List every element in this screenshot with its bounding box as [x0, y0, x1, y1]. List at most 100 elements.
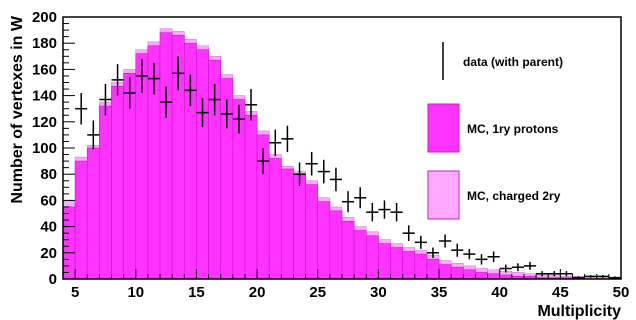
data-point	[232, 104, 245, 134]
data-point	[135, 58, 148, 93]
mc-1ry-protons-bar	[365, 235, 379, 280]
mc-1ry-protons-histogram	[62, 32, 585, 280]
mc-1ry-protons-bar	[402, 251, 416, 280]
data-point	[172, 56, 185, 91]
y-tick-label: 60	[40, 192, 57, 209]
data-point	[257, 148, 270, 175]
legend-swatch-1ry	[427, 103, 460, 153]
y-tick-label: 140	[32, 88, 57, 105]
y-tick-label: 20	[40, 245, 57, 262]
mc-1ry-protons-bar	[390, 247, 403, 280]
y-tick-label: 200	[32, 9, 57, 26]
mc-1ry-protons-bar	[293, 173, 306, 280]
mc-1ry-protons-bar	[99, 105, 112, 280]
mc-1ry-protons-bar	[329, 210, 343, 280]
data-point	[523, 261, 537, 270]
mc-1ry-protons-bar	[62, 206, 76, 280]
data-point	[354, 187, 367, 209]
mc-1ry-protons-bar	[450, 266, 464, 280]
y-tick-label: 120	[32, 114, 57, 131]
data-point	[366, 203, 379, 222]
mc-1ry-protons-bar	[414, 253, 428, 280]
mc-1ry-protons-bar	[196, 49, 209, 280]
data-point	[548, 271, 561, 277]
mc-1ry-protons-bar	[475, 272, 488, 280]
x-tick-label: 50	[613, 284, 630, 301]
x-tick-label: 25	[309, 284, 326, 301]
data-point	[87, 120, 100, 150]
y-tick-label: 80	[40, 166, 57, 183]
data-point	[160, 86, 173, 118]
mc-1ry-protons-bar	[86, 147, 100, 280]
y-tick-label: 0	[49, 271, 57, 288]
y-tick-label: 160	[32, 61, 57, 78]
y-axis: 0 20 40 60 80 100 120 140 160 180 200	[32, 9, 75, 288]
data-point	[426, 247, 440, 259]
data-point	[451, 243, 464, 257]
data-point	[123, 77, 136, 109]
x-axis-title: Multiplicity	[537, 303, 621, 320]
legend-label-2ry: MC, charged 2ry	[467, 189, 561, 203]
mc-1ry-protons-bar	[341, 221, 355, 280]
data-point	[536, 271, 549, 277]
data-point	[560, 271, 573, 277]
data-point	[511, 263, 524, 272]
x-tick-label: 15	[188, 284, 205, 301]
y-tick-label: 100	[32, 140, 57, 157]
mc-1ry-protons-bar	[463, 269, 476, 280]
data-point	[317, 159, 330, 184]
mc-1ry-protons-bar	[305, 184, 319, 280]
x-tick-label: 20	[249, 284, 266, 301]
data-point	[196, 98, 209, 128]
data-point	[475, 254, 488, 265]
mc-1ry-protons-bar	[317, 201, 331, 280]
data-point	[402, 225, 415, 242]
data-point	[439, 234, 452, 248]
data-point	[99, 83, 112, 116]
mc-1ry-protons-bar	[159, 32, 173, 280]
mc-1ry-protons-bar	[487, 273, 500, 280]
legend-swatch-2ry	[427, 170, 460, 220]
y-tick-label: 40	[40, 219, 57, 236]
data-point	[269, 129, 282, 156]
data-point	[184, 74, 197, 107]
legend: data (with parent) MC, 1ry protons MC, c…	[427, 42, 563, 220]
mc-1ry-protons-bar	[74, 160, 88, 280]
x-tick-label: 40	[491, 284, 508, 301]
data-point	[487, 251, 500, 262]
data-point	[293, 162, 306, 186]
data-point	[499, 264, 512, 273]
mc-1ry-protons-bar	[426, 259, 440, 280]
data-point	[342, 191, 355, 213]
mc-1ry-protons-bar	[353, 230, 367, 280]
data-point	[111, 64, 124, 96]
x-tick-label: 35	[431, 284, 448, 301]
x-tick-label: 10	[127, 284, 144, 301]
data-point	[463, 248, 476, 260]
data-point	[244, 89, 258, 121]
data-point	[305, 151, 318, 176]
mc-1ry-protons-bar	[438, 264, 452, 280]
data-point	[390, 203, 403, 222]
data-point	[281, 125, 294, 152]
data-point	[329, 167, 342, 192]
y-axis-title: Number of vertexes in W	[9, 15, 26, 204]
x-tick-label: 5	[71, 284, 79, 301]
legend-label-data: data (with parent)	[463, 55, 563, 69]
data-point	[378, 200, 391, 219]
mc-1ry-protons-bar	[378, 243, 391, 280]
data-points	[75, 56, 621, 279]
data-point	[596, 275, 609, 278]
data-point	[584, 275, 597, 278]
y-tick-label: 180	[32, 35, 57, 52]
legend-label-1ry: MC, 1ry protons	[467, 122, 559, 136]
x-tick-label: 30	[370, 284, 387, 301]
data-point	[414, 235, 427, 249]
mc-1ry-protons-bar	[244, 114, 258, 280]
mc-1ry-protons-bar	[268, 158, 282, 280]
x-tick-label: 45	[552, 284, 569, 301]
data-point	[220, 99, 233, 129]
data-point	[208, 83, 221, 116]
mc-1ry-protons-bar	[281, 168, 294, 280]
